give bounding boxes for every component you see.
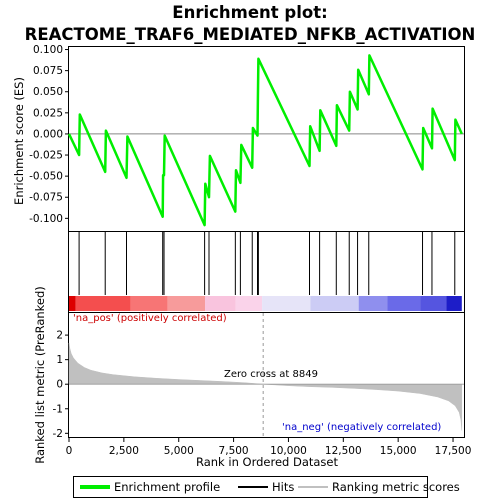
x-tick-label: 0 [66,445,73,457]
na-neg-label: 'na_neg' (negatively correlated) [282,422,441,433]
x-tick-label: 17,500 [435,445,472,457]
color-band-segment [358,296,388,311]
enrichment-profile-group [67,54,463,227]
color-band-segment [262,296,311,311]
es-y-tick-label: 0.025 [33,107,63,119]
metric-y-tick-label: -2 [53,428,63,440]
enrichment-profile-line [67,54,463,227]
color-band-segment [310,296,359,311]
es-y-tick-label: 0.100 [33,44,63,56]
metric-y-tick-label: 0 [56,379,63,391]
es-y-tick-label: 0.075 [33,65,63,77]
es-y-axis-label: Enrichment score (ES) [12,77,26,205]
metric-y-tick-label: 1 [56,354,63,366]
chart-title-line-2: REACTOME_TRAF6_MEDIATED_NFKB_ACTIVATION [25,25,476,44]
color-band-segment [235,296,263,311]
es-y-tick-label: -0.100 [29,213,63,225]
x-tick-label: 10,000 [270,445,307,457]
x-tick-label: 12,500 [325,445,362,457]
ranking-metric-area [68,342,463,431]
es-y-tick-label: -0.025 [29,150,63,162]
zero-cross-label: Zero cross at 8849 [224,369,318,380]
metric-y-axis-label: Ranked list metric (PreRanked) [33,286,47,464]
x-tick-label: 2,500 [109,445,139,457]
es-y-tick-label: 0.000 [33,128,63,140]
color-band-segment [75,296,131,311]
color-band-segment [420,296,447,311]
chart-title-line-1: Enrichment plot: [172,3,327,22]
color-band-segment [130,296,168,311]
es-y-tick-label: -0.075 [29,192,63,204]
metric-y-axis: -2 -1 0 1 2 [53,330,69,440]
x-tick-label: 7,500 [219,445,249,457]
x-tick-label: 5,000 [164,445,194,457]
x-tick-label: 15,000 [380,445,417,457]
metric-panel-frame [68,312,465,438]
metric-y-tick-label: -1 [53,403,63,415]
es-y-tick-label: -0.050 [29,171,63,183]
color-band-segment [69,296,76,311]
color-band-segment [167,296,206,311]
legend-label-ranking-metric: Ranking metric scores [332,480,460,494]
legend: Enrichment profile Hits Ranking metric s… [73,476,460,498]
color-band [69,296,462,311]
es-y-tick-label: 0.050 [33,86,63,98]
color-band-segment [205,296,236,311]
legend-label-hits: Hits [272,480,294,494]
ranking-metric-group [68,342,464,431]
legend-label-enrichment-profile: Enrichment profile [114,480,220,494]
hits-group [78,232,456,295]
x-axis: 0 2,500 5,000 7,500 10,000 12,500 15,000 17,500 [66,438,472,457]
color-band-segment [387,296,421,311]
es-y-axis: -0.100 -0.075 -0.050 -0.025 0.000 0.025 0.050 0… [29,44,69,225]
na-pos-label: 'na_pos' (positively correlated) [73,313,227,324]
color-band-segment [446,296,462,311]
x-axis-label: Rank in Ordered Dataset [196,455,339,469]
metric-y-tick-label: 2 [56,330,63,342]
